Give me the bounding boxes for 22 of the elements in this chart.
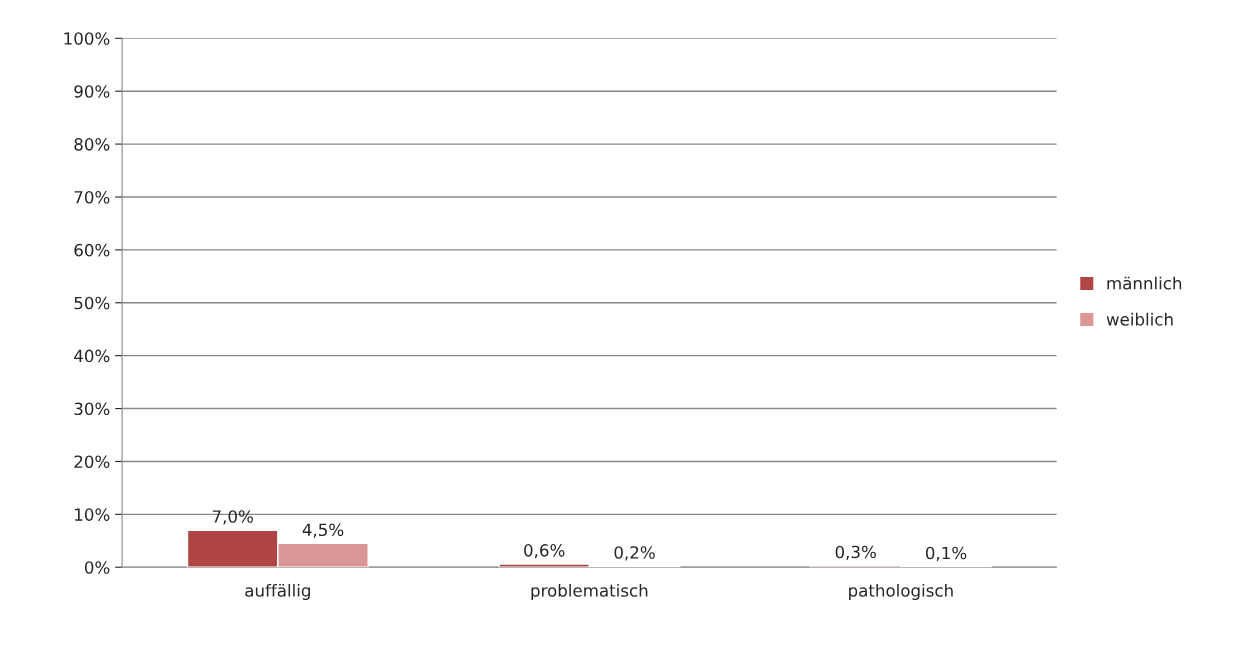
y-tick-label: 0% <box>84 561 110 574</box>
x-tick-label: auffällig <box>245 583 310 601</box>
legend-label: weiblich <box>1106 312 1173 326</box>
y-tick-label: 40% <box>74 349 110 363</box>
data-label: 0,1% <box>925 546 967 561</box>
data-label: 0,2% <box>614 546 655 561</box>
data-label: 4,5% <box>302 523 344 538</box>
y-tick-label: 90% <box>74 85 110 98</box>
y-tick-label: 50% <box>74 296 110 310</box>
y-tick-label: 60% <box>74 243 110 257</box>
legend-label: männlich <box>1107 276 1182 290</box>
data-label: 7,0% <box>212 510 253 525</box>
x-tick-label: problematisch <box>531 583 648 601</box>
y-tick-label: 30% <box>74 402 110 416</box>
y-tick-label: 20% <box>74 455 110 469</box>
y-tick-label: 10% <box>75 508 110 521</box>
y-tick-label: 100% <box>64 32 110 45</box>
y-tick-label: 70% <box>74 190 110 204</box>
x-tick-label: pathologisch <box>849 583 953 601</box>
data-label: 0,3% <box>835 545 876 560</box>
y-tick-label: 80% <box>74 138 110 151</box>
data-label: 0,6% <box>524 544 565 559</box>
